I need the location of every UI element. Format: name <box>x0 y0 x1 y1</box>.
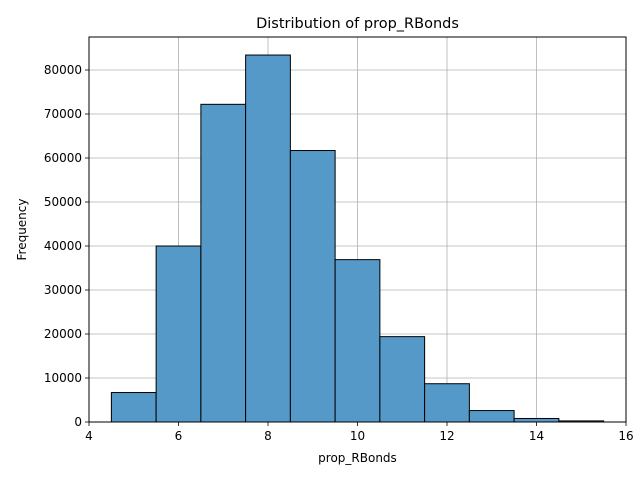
y-axis-label: Frequency <box>15 199 29 261</box>
x-axis-label: prop_RBonds <box>318 451 397 465</box>
axis-ticks: 4 6 8 10 12 14 16 0 10000 20000 30000 40000 50000 600… <box>44 63 634 443</box>
histogram-bar <box>200 103 247 423</box>
y-tick-label: 40000 <box>44 239 82 253</box>
y-tick-label: 30000 <box>44 283 82 297</box>
y-tick-label: 10000 <box>44 371 82 385</box>
y-tick-label: 0 <box>74 415 82 429</box>
histogram-bars <box>110 54 605 423</box>
x-tick-label: 14 <box>529 429 544 443</box>
histogram-bar <box>334 259 381 423</box>
histogram-bar <box>513 417 560 423</box>
chart-title: Distribution of prop_RBonds <box>256 16 459 32</box>
x-tick-label: 6 <box>175 429 183 443</box>
x-tick-label: 16 <box>618 429 633 443</box>
histogram-bar <box>110 392 157 423</box>
x-tick-label: 8 <box>264 429 272 443</box>
y-tick-label: 60000 <box>44 151 82 165</box>
y-tick-label: 50000 <box>44 195 82 209</box>
histogram-bar <box>245 54 291 423</box>
y-tick-label: 20000 <box>44 327 82 341</box>
y-tick-label: 70000 <box>44 107 82 121</box>
histogram-bar <box>424 383 470 423</box>
y-tick-label: 80000 <box>44 63 82 77</box>
x-tick-label: 10 <box>350 429 365 443</box>
x-tick-label: 4 <box>85 429 93 443</box>
histogram-bar <box>468 410 515 423</box>
histogram-bar <box>155 245 202 423</box>
histogram-bar <box>379 336 426 423</box>
histogram-bar <box>289 150 336 423</box>
x-tick-label: 12 <box>439 429 454 443</box>
